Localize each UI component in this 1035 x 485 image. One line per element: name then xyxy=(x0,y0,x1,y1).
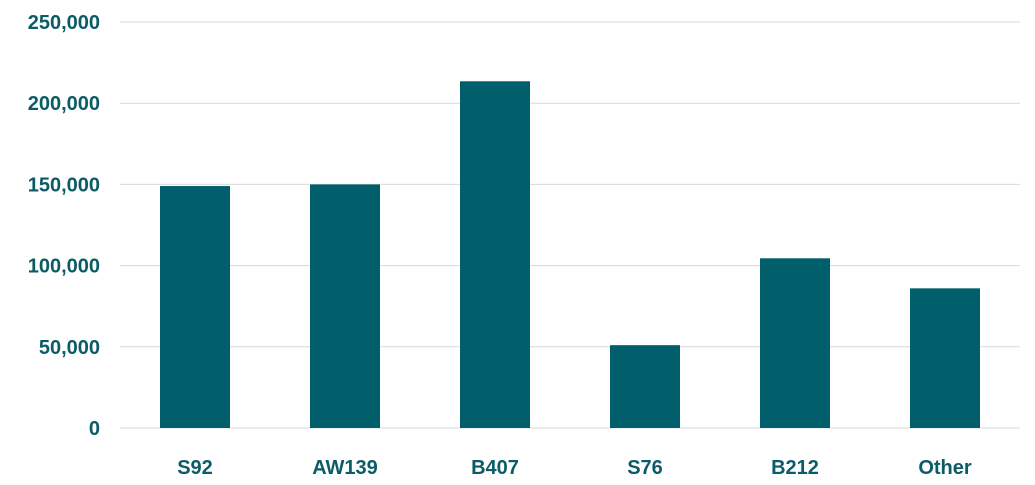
bar-b407 xyxy=(460,81,530,428)
x-axis-categories: S92 AW139 B407 S76 B212 Other xyxy=(177,457,972,479)
y-tick-label: 200,000 xyxy=(28,93,100,115)
x-category-label: AW139 xyxy=(312,457,378,479)
y-tick-label: 100,000 xyxy=(28,256,100,278)
bars xyxy=(160,81,980,428)
x-category-label: B212 xyxy=(771,457,819,479)
bar-s76 xyxy=(610,345,680,428)
bar-aw139 xyxy=(310,184,380,428)
bar-b212 xyxy=(760,258,830,428)
y-tick-label: 250,000 xyxy=(28,12,100,34)
y-tick-label: 0 xyxy=(89,418,100,440)
bar-s92 xyxy=(160,186,230,428)
x-category-label: Other xyxy=(918,457,972,479)
y-tick-label: 50,000 xyxy=(39,337,100,359)
gridlines xyxy=(120,21,1020,429)
x-category-label: S92 xyxy=(177,457,213,479)
bar-other xyxy=(910,288,980,428)
x-category-label: S76 xyxy=(627,457,663,479)
y-tick-label: 150,000 xyxy=(28,174,100,196)
x-category-label: B407 xyxy=(471,457,519,479)
y-axis-ticks: 0 50,000 100,000 150,000 200,000 250,000 xyxy=(28,12,100,440)
